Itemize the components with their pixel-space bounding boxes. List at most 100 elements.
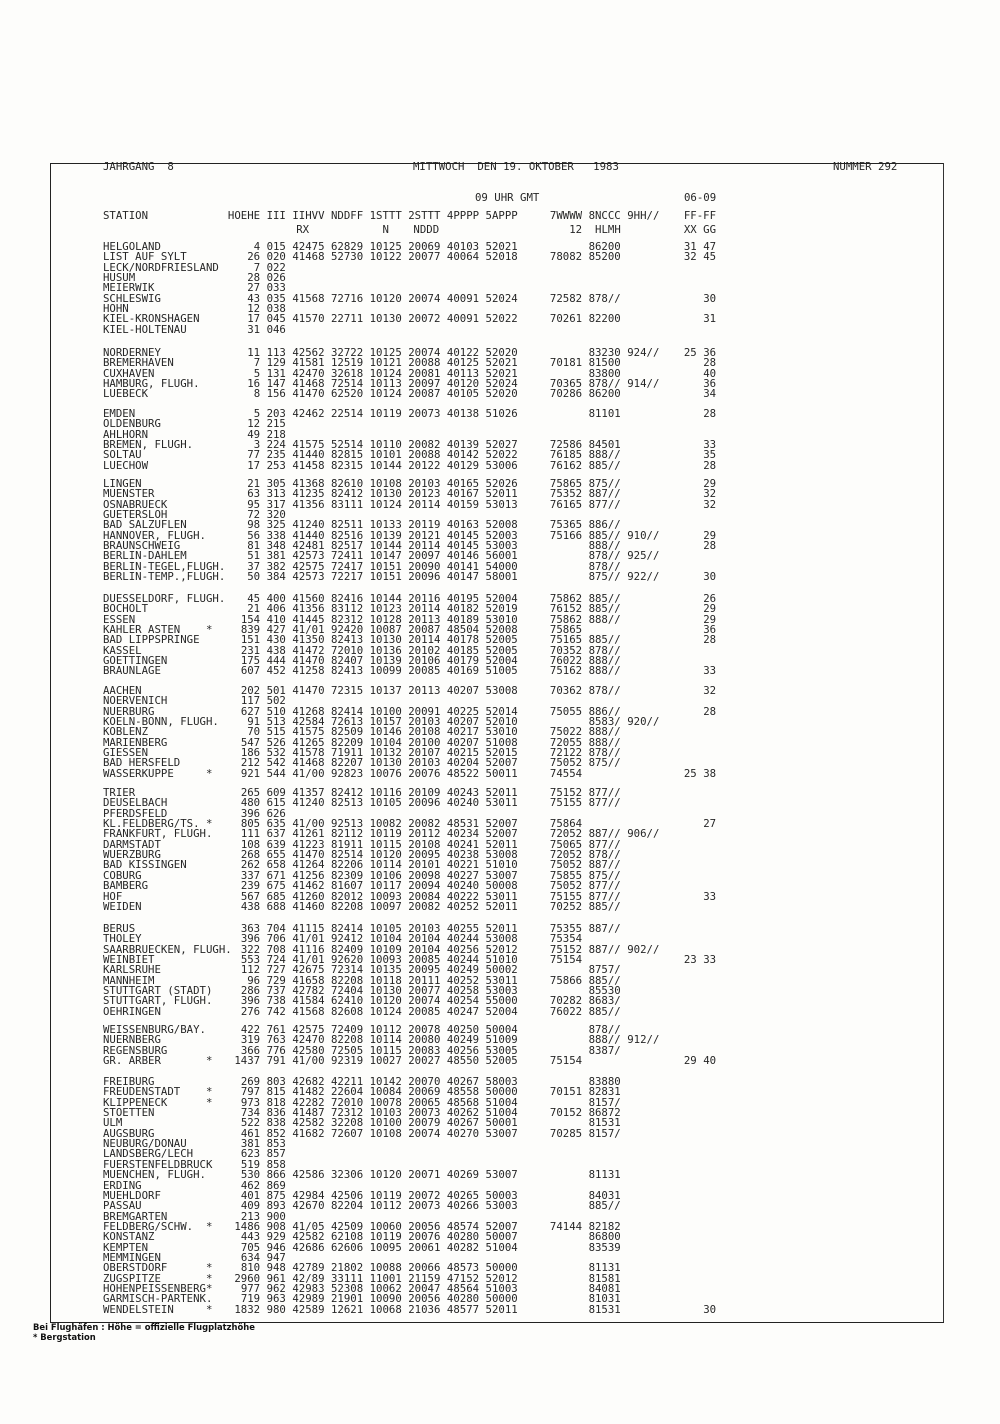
iihvv: 41568: [292, 291, 325, 305]
height: 154: [240, 612, 261, 626]
gg: 34: [703, 387, 717, 401]
1sttt: 10130: [369, 487, 402, 501]
iihvv: 42562: [292, 346, 325, 359]
table-row: BOCHOLT 21 406 41356 83112 10123 20114 40182 520…: [0, 603, 1000, 614]
nddff: 82610: [330, 477, 364, 490]
nddff: 82412: [330, 487, 364, 501]
gg: 29: [703, 612, 717, 626]
nddff: 72010: [330, 1095, 364, 1109]
8nccc: 878//: [588, 643, 621, 657]
nddff: 82416: [330, 592, 364, 605]
5appp: 58003: [485, 1075, 518, 1088]
1sttt: 10076: [369, 766, 402, 780]
2sttt: 20103: [408, 477, 441, 490]
height: 96: [247, 973, 261, 987]
2sttt: 20098: [408, 868, 441, 882]
nddff: 22514: [330, 407, 364, 420]
nddff: 52308: [330, 1282, 364, 1295]
table-row: HAMBURG, FLUGH. 16 147 41468 72514 10113 20097…: [0, 378, 1000, 389]
2sttt: 20087: [408, 623, 441, 637]
8nccc: 887//: [588, 858, 621, 872]
5appp: 53003: [485, 1199, 518, 1213]
2sttt: 20114: [408, 539, 441, 553]
station-name: BREMERHAVEN: [103, 356, 174, 370]
iii: 156: [266, 387, 286, 401]
station-name: KIEL-HOLTENAU: [103, 322, 187, 336]
iii: 658: [266, 858, 286, 872]
nddff: 92420: [330, 623, 364, 637]
8nccc: 85200: [588, 250, 621, 264]
4pppp: 40238: [446, 848, 480, 862]
height: 202: [240, 684, 261, 697]
iii: 038: [266, 302, 286, 316]
height: 921: [240, 766, 261, 780]
table-row: FELDBERG/SCHW. * 1486 908 41/05 42509 10060 200…: [0, 1221, 1000, 1232]
7wwww: 70282: [549, 994, 583, 1008]
height: 12: [247, 302, 261, 316]
nddff: 82207: [330, 756, 364, 770]
iihvv: 41445: [292, 612, 325, 626]
station-name: BOCHOLT: [103, 602, 149, 616]
station-name: OSNABRUECK: [103, 497, 168, 511]
iii: 708: [266, 942, 286, 956]
height: 1486: [234, 1219, 261, 1233]
gg: 30: [703, 1302, 717, 1316]
7wwww: 75864: [549, 817, 583, 831]
1sttt: 10120: [369, 848, 402, 862]
4pppp: 40262: [446, 1106, 480, 1120]
1sttt: 10136: [369, 643, 402, 657]
table-row: KEMPTEN 705 946 42686 62606 10095 20061 40282 51…: [0, 1242, 1000, 1253]
5appp: 52022: [485, 448, 518, 462]
1sttt: 10117: [369, 879, 402, 893]
7wwww: 75162: [549, 664, 583, 678]
1sttt: 10139: [369, 654, 402, 668]
4pppp: 40252: [446, 973, 480, 987]
iihvv: 42682: [292, 1075, 325, 1088]
7wwww: 70365: [549, 377, 583, 391]
nddff: 81607: [330, 879, 364, 893]
iihvv: 41240: [292, 518, 325, 532]
station-name: BERLIN-TEGEL,FLUGH.: [103, 559, 226, 573]
1sttt: 10121: [369, 356, 402, 370]
height: 977: [240, 1282, 261, 1295]
1sttt: 10110: [369, 438, 402, 452]
4pppp: 40254: [446, 994, 480, 1008]
table-row: STUTTGART (STADT) 286 737 42782 72404 10130 20…: [0, 985, 1000, 996]
2sttt: 20113: [408, 612, 441, 626]
height: 839: [240, 623, 261, 637]
7wwww: 70285: [549, 1126, 583, 1140]
table-row: GIESSEN 186 532 41578 71911 10132 20107 40215 52…: [0, 747, 1000, 758]
7wwww: 72055: [549, 735, 583, 749]
iihvv: 41470: [292, 387, 325, 401]
iihvv: 41223: [292, 837, 325, 851]
2sttt: 20070: [408, 1075, 441, 1088]
table-row: BAD HERSFELD 212 542 41468 82207 10130 20103 40…: [0, 757, 1000, 768]
iihvv: 41470: [292, 654, 325, 668]
iihvv: 41460: [292, 899, 325, 913]
iii: 818: [266, 1095, 286, 1109]
station-name: BREMEN, FLUGH.: [103, 438, 194, 452]
8nccc: 885//: [588, 528, 621, 542]
station-name: WEINBIET: [103, 953, 155, 967]
iii: 858: [266, 1157, 286, 1171]
4pppp: 40265: [446, 1188, 480, 1202]
nddff: 83112: [330, 602, 364, 616]
7wwww: 75855: [549, 868, 583, 882]
iihvv: 42589: [292, 1302, 325, 1316]
5appp: 51004: [485, 1240, 518, 1254]
iii: 452: [266, 664, 286, 678]
iii: 438: [266, 643, 286, 657]
height: 43: [247, 291, 261, 305]
station-name: LECK/NORDFRIESLAND: [103, 260, 219, 274]
5appp: 50008: [485, 879, 518, 893]
iihvv: 41/01: [292, 953, 325, 967]
5appp: 53007: [485, 868, 518, 882]
nddff: 92823: [330, 766, 364, 780]
nddff: 82514: [330, 848, 364, 862]
nddff: 62520: [330, 387, 364, 401]
7wwww: 76162: [549, 458, 583, 472]
8nccc: 887//: [588, 827, 621, 841]
nddff: 22711: [330, 312, 364, 326]
9hh: 920//: [627, 715, 660, 729]
mountain-marker: *: [206, 766, 213, 780]
